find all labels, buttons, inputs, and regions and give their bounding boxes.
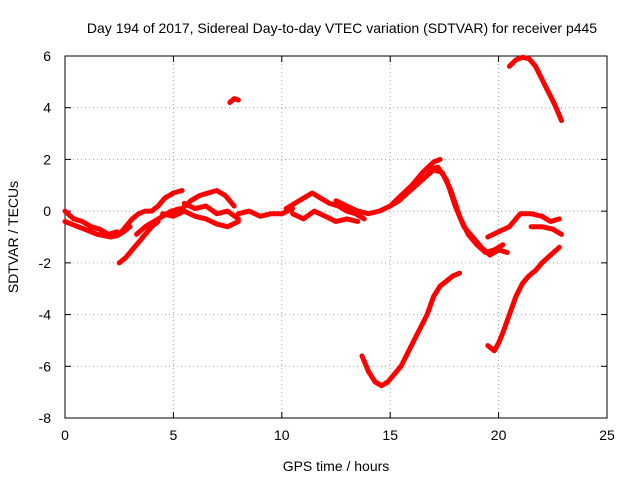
series-track-8	[181, 200, 241, 222]
series-track-6	[170, 188, 237, 214]
y-tick-label: -4	[39, 307, 52, 323]
series-track-7	[160, 208, 241, 230]
series-track-18	[359, 270, 463, 389]
x-tick-label: 0	[61, 427, 69, 443]
x-tick-label: 5	[170, 427, 178, 443]
series-track-11	[283, 190, 367, 222]
y-tick-label: 0	[43, 203, 51, 219]
y-axis-label: SDTVAR / TECUs	[5, 181, 21, 293]
ticks: 0 5 10 15 20 25 -8 -6 -4 -2 0 2 4 6	[39, 48, 615, 443]
y-tick-label: 4	[43, 100, 51, 116]
x-tick-label: 10	[274, 427, 290, 443]
y-tick-label: 6	[43, 48, 51, 64]
x-axis-label: GPS time / hours	[283, 458, 390, 474]
series	[62, 54, 564, 389]
series-track-19	[485, 244, 562, 354]
x-tick-label: 15	[382, 427, 398, 443]
series-track-12	[290, 208, 361, 224]
series-track-20	[506, 54, 564, 124]
series-track-3	[116, 188, 185, 237]
series-track-2	[62, 208, 120, 237]
series-track-10	[235, 206, 296, 219]
x-tick-label: 20	[491, 427, 507, 443]
plot-frame	[64, 55, 608, 419]
series-track-9	[227, 96, 241, 105]
y-tick-label: -2	[39, 255, 52, 271]
grid	[65, 56, 607, 418]
series-track-16	[485, 211, 562, 240]
series-track-4	[116, 219, 161, 266]
y-tick-label: -8	[39, 410, 52, 426]
chart-title: Day 194 of 2017, Sidereal Day-to-day VTE…	[87, 20, 597, 36]
y-tick-label: -6	[39, 358, 52, 374]
y-tick-label: 2	[43, 151, 51, 167]
x-tick-label: 25	[599, 427, 615, 443]
series-track-15	[426, 164, 510, 258]
series-track-17	[528, 224, 564, 237]
